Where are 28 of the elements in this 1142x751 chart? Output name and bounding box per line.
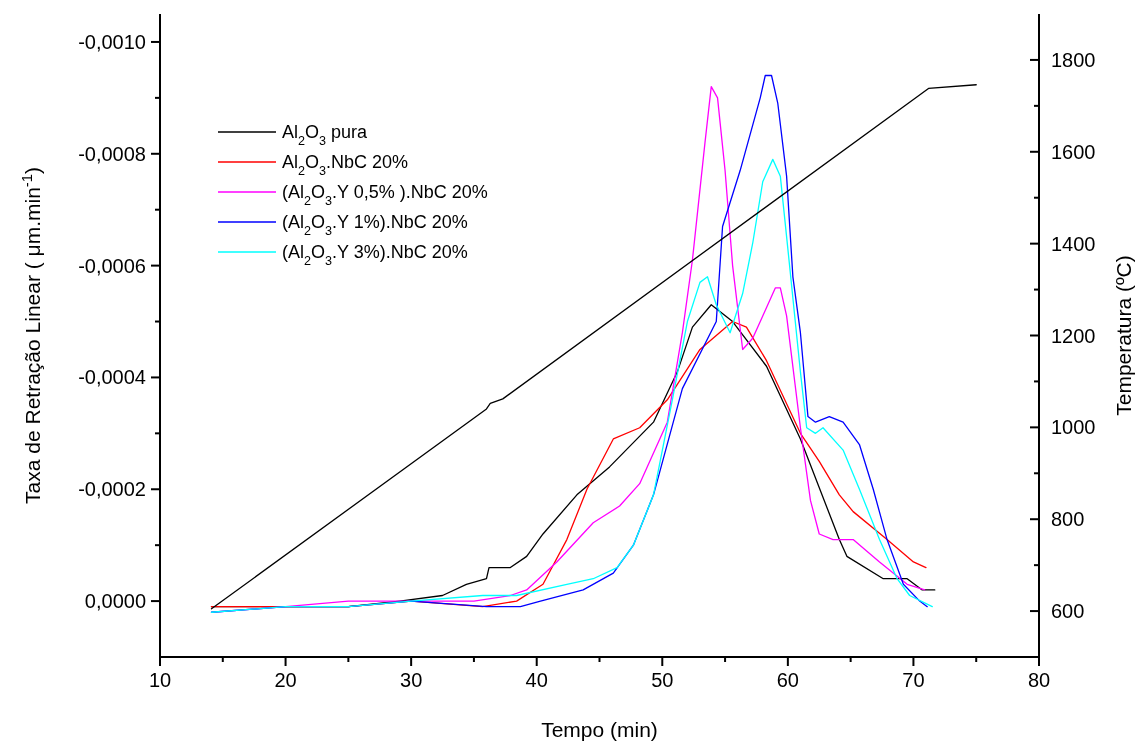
x-tick-label: 60 xyxy=(776,669,799,691)
y-tick-label: -0,0006 xyxy=(78,254,146,277)
x-tick-label: 80 xyxy=(1027,669,1051,691)
legend-label: Al$_{2}$O$_{3}$ pura xyxy=(282,122,369,148)
y2-tick-label: 600 xyxy=(1051,600,1085,623)
legend-label: Al$_{2}$O$_{3}$.NbC 20% xyxy=(282,152,409,178)
x-tick-label: 50 xyxy=(651,669,674,691)
y-tick-label: -0,0002 xyxy=(78,478,146,501)
y-tick-label: -0,0008 xyxy=(78,142,146,165)
y2-tick-label: 1000 xyxy=(1051,416,1096,439)
y2-axis-title: Temperatura (ºC) xyxy=(1112,255,1135,416)
x-tick-label: 70 xyxy=(902,669,925,691)
y2-tick-label: 1600 xyxy=(1051,140,1096,163)
x-tick-label: 20 xyxy=(274,669,297,691)
y2-tick-label: 800 xyxy=(1051,508,1085,531)
x-tick-label: 30 xyxy=(400,669,423,691)
y2-tick-label: 1200 xyxy=(1051,324,1096,347)
legend-label: (Al$_{2}$O$_{3}$.Y 3%).NbC 20% xyxy=(282,242,468,268)
legend-label: (Al$_{2}$O$_{3}$.Y 0,5% ).NbC 20% xyxy=(282,182,488,208)
legend-label: (Al$_{2}$O$_{3}$.Y 1%).NbC 20% xyxy=(282,212,468,238)
y-tick-label: -0,0010 xyxy=(78,30,146,53)
x-axis-title: Tempo (min) xyxy=(541,718,658,741)
x-tick-label: 10 xyxy=(148,669,172,691)
y-tick-label: -0,0004 xyxy=(78,366,146,389)
y-tick-label: 0,0000 xyxy=(84,590,146,613)
x-tick-label: 40 xyxy=(525,669,548,691)
y2-tick-label: 1400 xyxy=(1051,232,1096,255)
y2-tick-label: 1800 xyxy=(1051,48,1096,71)
